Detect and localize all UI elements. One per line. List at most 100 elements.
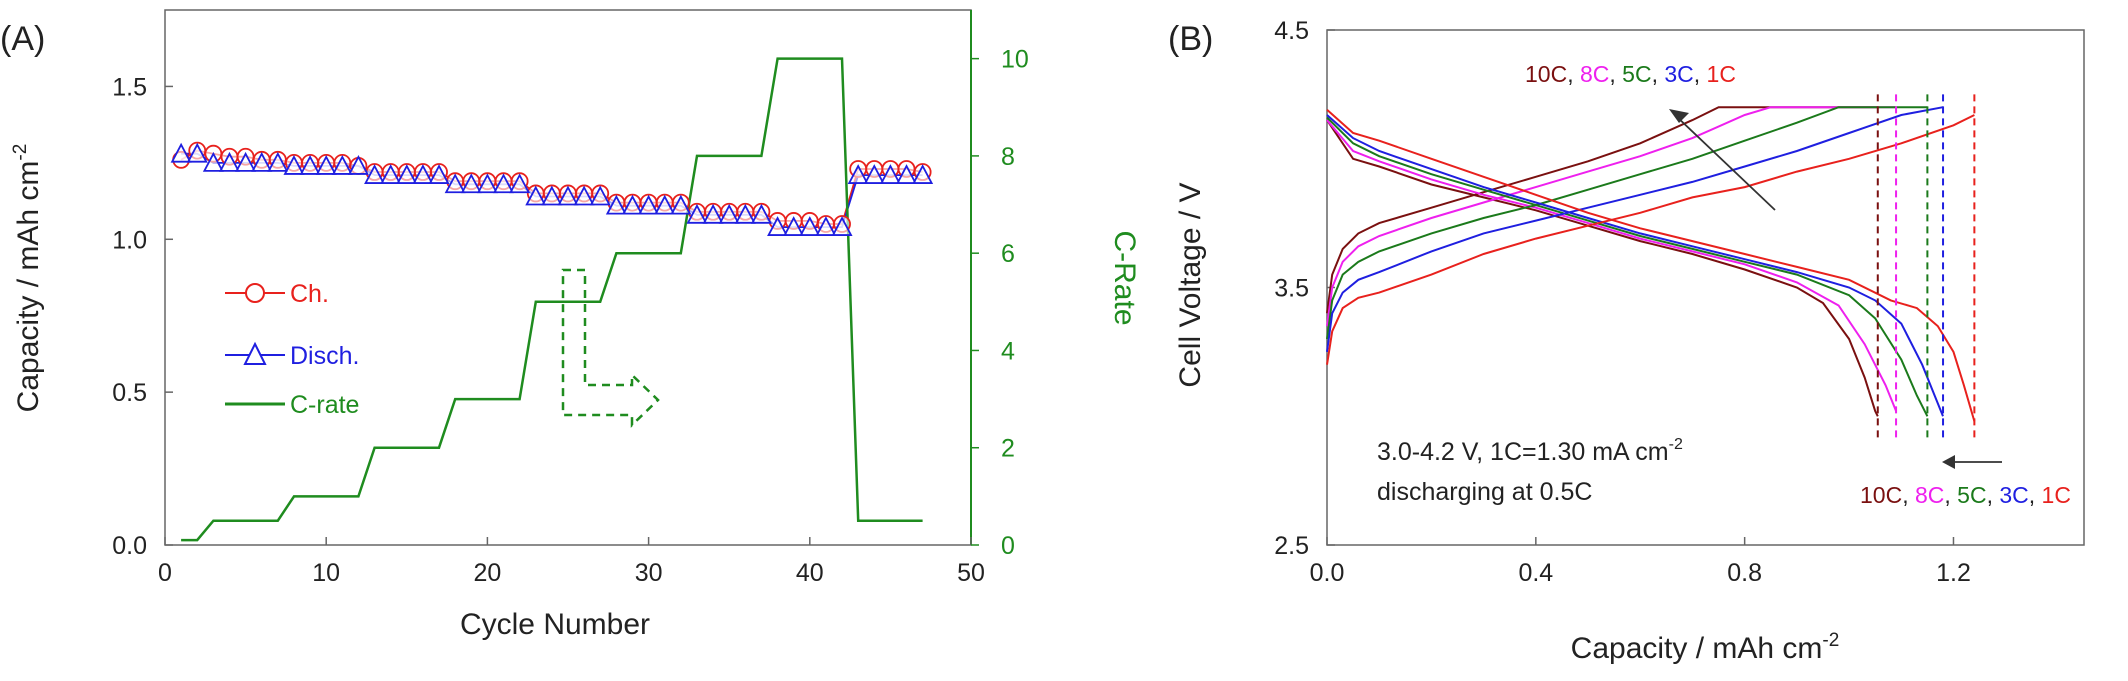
panel-a-y-tick-label: 0.5: [112, 379, 147, 407]
rate-arrow-up-head: [1669, 109, 1689, 123]
panel-a-x-tick-label: 30: [635, 559, 663, 587]
panel-a-disch-point: [863, 164, 885, 184]
panel-a-disch-point: [799, 216, 821, 236]
panel-a-right-y-ticks: 0 2 4 6 8 10: [971, 46, 1029, 560]
panel-a-disch-point: [509, 173, 531, 194]
panel-a-disch-point: [831, 216, 853, 236]
panel-a-disch-point: [460, 173, 482, 194]
panel-a-disch-point: [364, 164, 386, 184]
panel-b-y-ticks: 2.5 3.5 4.5: [1274, 17, 1335, 560]
panel-b-charge-curve-3c: [1326, 106, 1944, 353]
panel-a-disch-point: [444, 173, 466, 194]
panel-b-x-tick-label: 0.0: [1310, 559, 1345, 587]
panel-b-x-axis-label-sup: -2: [1822, 630, 1839, 651]
panel-b-top-rate-labels: 10C, 8C, 5C, 3C, 1C: [1525, 61, 1736, 87]
rate-label-separator: ,: [1944, 482, 1957, 508]
panel-b-discharge-curve-8c: [1326, 119, 1898, 412]
panel-b-charge-curve-1c: [1326, 114, 1975, 365]
panel-a-right-tick-label: 10: [1001, 46, 1029, 74]
panel-a-disch-point: [170, 142, 192, 163]
panel-a-disch-point: [912, 164, 934, 184]
rate-label-separator: ,: [1567, 61, 1580, 87]
panel-a-y-axis-label-sup: -2: [10, 144, 31, 161]
panel-b-x-tick-label: 0.4: [1518, 559, 1553, 587]
panel-a-x-tick-label: 0: [158, 559, 172, 587]
panel-a-disch-point: [525, 185, 547, 206]
legend-disch-marker: [243, 341, 267, 365]
panel-a-right-tick-label: 0: [1001, 532, 1015, 560]
panel-b-note-line1-main: 3.0-4.2 V, 1C=1.30 mA cm: [1377, 438, 1669, 466]
panel-b-note-line1: 3.0-4.2 V, 1C=1.30 mA cm-2: [1377, 436, 1683, 466]
panel-a-disch-point: [186, 142, 208, 163]
panel-a-disch-point: [654, 194, 676, 215]
panel-a-label: (A): [0, 20, 45, 58]
panel-b-charge-curve-8c: [1326, 106, 1897, 327]
panel-a-right-tick-label: 6: [1001, 240, 1015, 268]
rate-label-separator: ,: [1987, 482, 2000, 508]
rate-label-separator: ,: [1694, 61, 1707, 87]
panel-a-disch-point: [670, 194, 692, 215]
panel-b-discharge-curve-3c: [1326, 114, 1944, 417]
panel-a-y-tick-label: 1.5: [112, 73, 147, 101]
panel-a-disch-point: [267, 151, 289, 172]
panel-a-disch-point: [557, 185, 579, 206]
panel-a-disch-point: [202, 151, 224, 172]
panel-a-y-axis-label: Capacity / mAh cm-2: [10, 144, 45, 413]
panel-b-x-axis-label-main: Capacity / mAh cm: [1571, 632, 1823, 665]
panel-a-disch-point: [412, 164, 434, 184]
panel-a-disch-point: [734, 203, 756, 224]
panel-a-disch-point: [283, 154, 305, 175]
panel-a-disch-point: [396, 164, 418, 184]
rate-arrow-left-head: [1942, 455, 1955, 469]
panel-a-disch-point: [815, 216, 837, 236]
panel-b-charge-curve-10c: [1326, 106, 1878, 314]
panel-a-right-tick-label: 2: [1001, 435, 1015, 463]
panel-a-y-tick-label: 0.0: [112, 532, 147, 560]
panel-a-y-tick-label: 1.0: [112, 226, 147, 254]
panel-a-disch-point: [315, 154, 337, 175]
rate-label: 5C: [1622, 61, 1651, 87]
panel-b-x-axis-label: Capacity / mAh cm-2: [1571, 630, 1840, 665]
panel-a-dashed-arrow: [561, 268, 660, 428]
rate-label-separator: ,: [2029, 482, 2042, 508]
panel-a-disch-point: [299, 154, 321, 175]
panel-a-x-tick-label: 20: [473, 559, 501, 587]
panel-b-discharge-curve-5c: [1326, 116, 1929, 417]
rate-label: 10C: [1860, 482, 1902, 508]
panel-b-bottom-rate-labels: 10C, 8C, 5C, 3C, 1C: [1860, 482, 2071, 508]
panel-b-x-tick-label: 1.2: [1936, 559, 1971, 587]
panel-a-disch-point: [879, 164, 901, 184]
panel-a-disch-point: [605, 194, 627, 215]
panel-a-disch-point: [331, 154, 353, 175]
dashed-arrow-shape: [561, 268, 660, 428]
panel-b-x-tick-label: 0.8: [1727, 559, 1762, 587]
panel-a-y-axis-label-main: Capacity / mAh cm: [12, 161, 45, 413]
panel-a: (A) 0 10 20 30 40 50 0.0 0.5 1.0 1.5 0 2 4 6 8 10 Cyc…: [0, 9, 1141, 641]
panel-a-disch-point: [493, 173, 515, 194]
panel-a-disch-point: [750, 203, 772, 224]
panel-a-disch-point: [847, 164, 869, 184]
panel-b-discharge-curve-1c: [1326, 109, 1976, 422]
rate-label: 3C: [1999, 482, 2028, 508]
rate-label-separator: ,: [1902, 482, 1915, 508]
panel-a-disch-point: [702, 203, 724, 224]
legend-disch-text: Disch.: [290, 342, 359, 370]
panel-a-x-axis-label: Cycle Number: [460, 608, 650, 641]
panel-a-disch-point: [573, 185, 595, 206]
panel-a-disch-point: [218, 151, 240, 172]
rate-label: 10C: [1525, 61, 1567, 87]
rate-label: 1C: [2042, 482, 2071, 508]
panel-b-y-tick-label: 4.5: [1274, 17, 1309, 45]
panel-a-disch-point: [783, 216, 805, 236]
panel-a-disch-point: [251, 151, 273, 172]
panel-a-disch-point: [896, 164, 918, 184]
legend-crate-text: C-rate: [290, 391, 359, 419]
panel-a-disch-point: [541, 185, 563, 206]
panel-b-discharge-curve-10c: [1326, 119, 1879, 417]
panel-a-x-tick-label: 50: [957, 559, 985, 587]
panel-b-series: [1326, 106, 1976, 422]
panel-b-x-ticks: 0.0 0.4 0.8 1.2: [1310, 537, 1971, 587]
panel-a-disch-point: [428, 164, 450, 184]
panel-a-right-axis-label: C-Rate: [1108, 230, 1141, 325]
rate-label: 1C: [1707, 61, 1736, 87]
